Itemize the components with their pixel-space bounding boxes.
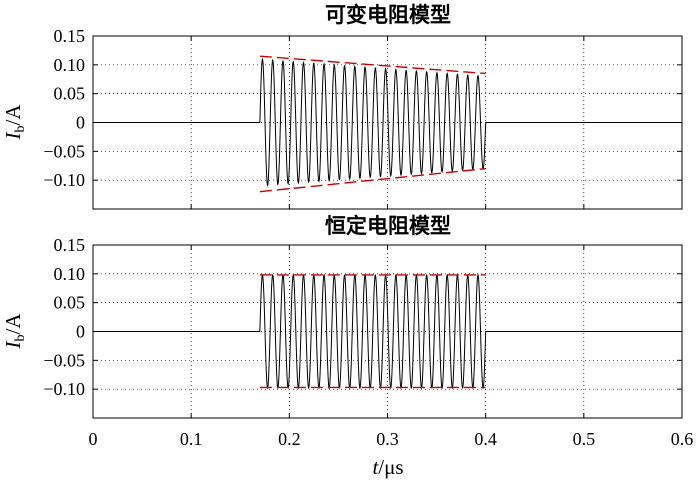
top-grid — [92, 36, 683, 209]
bottom-x-ticks: 0 0.1 0.2 0.3 0.4 0.5 0.6 — [89, 245, 694, 449]
y-tick-label: 0.10 — [54, 55, 86, 75]
top-y-label-unit: /A — [1, 104, 25, 126]
bottom-title: 恒定电阻模型 — [325, 214, 451, 238]
top-y-label-sub: b — [13, 126, 28, 133]
bottom-y-label: Ib/A — [1, 313, 28, 350]
y-tick-label: −0.10 — [43, 379, 85, 399]
top-envelope-upper — [259, 55, 486, 75]
top-y-ticks: 0.15 0.10 0.05 0 −0.05 −0.10 — [43, 26, 682, 190]
bottom-y-label-main: I — [1, 341, 25, 350]
bottom-grid — [93, 245, 682, 418]
y-tick-label: 0.10 — [54, 264, 86, 284]
x-tick-label: 0.5 — [573, 429, 596, 449]
y-tick-label: 0.05 — [54, 293, 86, 313]
y-tick-label: −0.05 — [43, 350, 85, 370]
top-y-label: Ib/A — [1, 104, 28, 141]
x-tick-label: 0.1 — [180, 429, 203, 449]
x-axis-label: t/μs — [372, 455, 403, 479]
bottom-panel: 恒定电阻模型 0.15 0.10 0.05 0 −0.05 −0.10 0 0.1 0.2 0.… — [1, 214, 693, 479]
y-tick-label: −0.10 — [43, 170, 85, 190]
y-tick-label: 0 — [76, 113, 85, 133]
top-signal-line — [93, 57, 682, 187]
x-label-main: t — [372, 455, 379, 479]
top-title: 可变电阻模型 — [325, 3, 451, 27]
x-tick-label: 0.3 — [376, 429, 399, 449]
top-envelope-lower — [259, 167, 486, 193]
bottom-y-label-unit: /A — [1, 313, 25, 335]
x-tick-label: 0.2 — [278, 429, 301, 449]
y-tick-label: 0.15 — [54, 26, 86, 46]
x-tick-label: 0 — [89, 429, 98, 449]
bottom-y-label-sub: b — [13, 335, 28, 342]
y-tick-label: 0.15 — [54, 235, 86, 255]
top-y-label-main: I — [1, 132, 25, 141]
y-tick-label: 0.05 — [54, 84, 86, 104]
x-tick-label: 0.4 — [474, 429, 497, 449]
bottom-signal-line — [93, 273, 682, 390]
x-tick-label: 0.6 — [671, 429, 694, 449]
top-panel: 可变电阻模型 0.15 0.10 0.05 0 −0.05 −0.10 Ib/A — [1, 3, 683, 210]
x-label-unit: /μs — [378, 455, 403, 479]
bottom-y-ticks: 0.15 0.10 0.05 0 −0.05 −0.10 — [43, 235, 682, 399]
y-tick-label: −0.05 — [43, 141, 85, 161]
y-tick-label: 0 — [76, 322, 85, 342]
